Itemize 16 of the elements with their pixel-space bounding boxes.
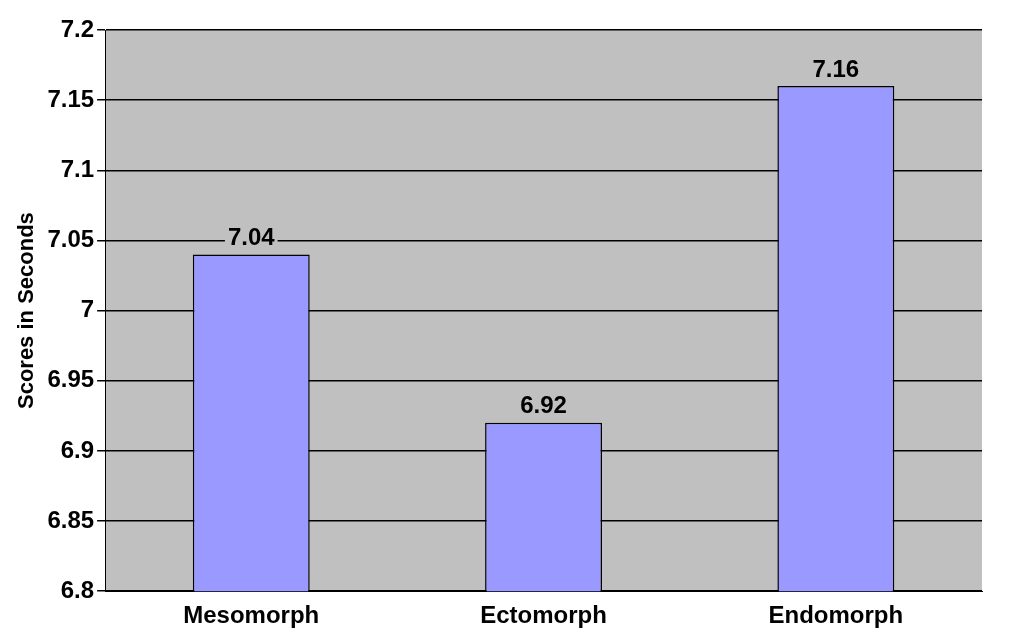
data-label: 6.92 — [520, 391, 567, 419]
y-tick-label: 6.95 — [47, 365, 95, 393]
y-tick-label: 7.1 — [60, 154, 95, 182]
x-tick-label: Endomorph — [768, 601, 904, 629]
y-tick-label: 6.85 — [47, 505, 95, 533]
x-tick-label: Mesomorph — [183, 601, 320, 629]
y-tick-label: 6.8 — [60, 575, 95, 603]
x-tick-label: Ectomorph — [480, 601, 607, 629]
data-label: 7.16 — [812, 54, 860, 82]
y-tick-label: 7.05 — [47, 225, 95, 253]
y-axis-title: Scores in Seconds — [13, 212, 39, 410]
data-label: 7.04 — [227, 223, 276, 251]
y-tick-label: 7.2 — [60, 14, 95, 42]
y-tick-label: 7.15 — [47, 84, 95, 112]
y-tick-label: 7 — [80, 295, 95, 323]
y-tick-label: 6.9 — [60, 435, 95, 463]
